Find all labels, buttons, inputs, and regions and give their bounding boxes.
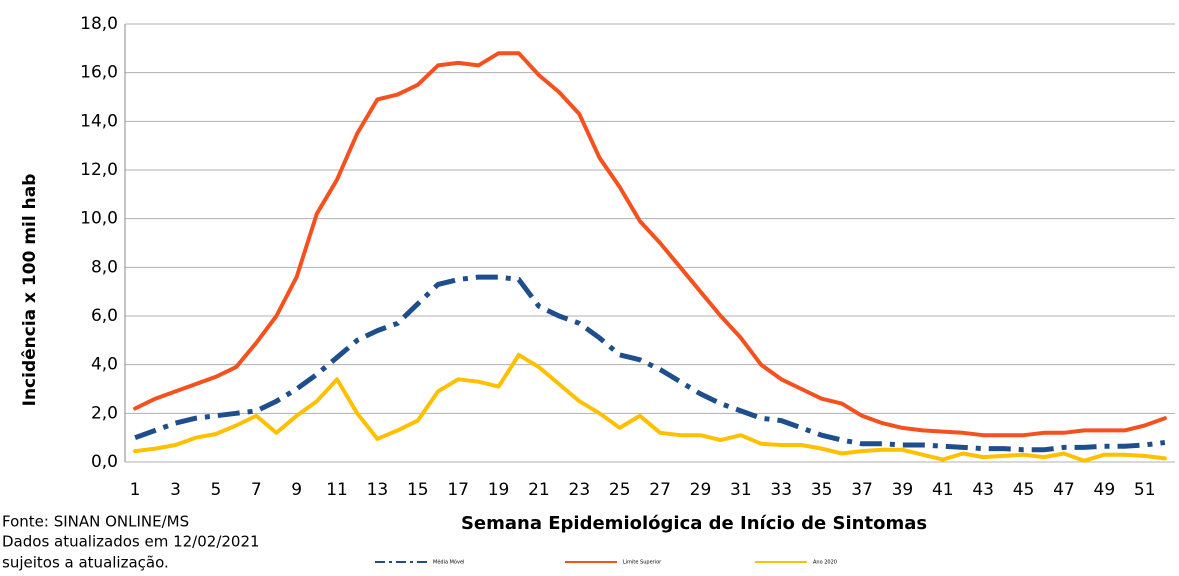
y-tick-label: 6,0: [91, 306, 118, 326]
x-tick-label: 23: [569, 480, 591, 500]
line-series: [133, 352, 1167, 463]
x-tick-label: 27: [649, 480, 671, 500]
x-tick-label: 39: [892, 480, 914, 500]
y-tick-label: 10,0: [80, 209, 118, 229]
source-note: Fonte: SINAN ONLINE/MS: [2, 513, 189, 531]
x-tick-label: 15: [407, 480, 429, 500]
line-series: [133, 51, 1167, 438]
x-tick-label: 49: [1094, 480, 1116, 500]
x-tick-label: 17: [447, 480, 469, 500]
x-tick-label: 45: [1013, 480, 1035, 500]
y-axis-label: Incidência x 100 mil hab: [20, 174, 40, 407]
y-tick-label: 16,0: [80, 63, 118, 83]
x-tick-label: 11: [326, 480, 348, 500]
x-tick-label: 19: [488, 480, 510, 500]
legend-label: Ano 2020: [813, 560, 837, 566]
x-tick-label: 7: [251, 480, 262, 500]
y-tick-label: 2,0: [91, 403, 118, 423]
x-tick-label: 41: [932, 480, 954, 500]
source-note: Dados atualizados em 12/02/2021: [2, 533, 260, 551]
x-tick-label: 9: [291, 480, 302, 500]
line-series: [134, 274, 1166, 453]
x-tick-label: 37: [851, 480, 873, 500]
x-tick-label: 43: [972, 480, 994, 500]
x-tick-label: 33: [770, 480, 792, 500]
legend-label: Média Móvel: [433, 559, 464, 566]
x-tick-label: 31: [730, 480, 752, 500]
x-tick-label: 25: [609, 480, 631, 500]
y-tick-label: 14,0: [80, 111, 118, 131]
x-tick-label: 3: [170, 480, 181, 500]
x-tick-label: 29: [690, 480, 712, 500]
x-axis-label: Semana Epidemiológica de Início de Sinto…: [461, 513, 927, 534]
y-tick-label: 12,0: [80, 160, 118, 180]
y-tick-label: 4,0: [91, 355, 118, 375]
x-tick-label: 47: [1053, 480, 1075, 500]
x-tick-label: 21: [528, 480, 550, 500]
x-tick-label: 1: [130, 480, 141, 500]
y-tick-label: 0,0: [91, 452, 118, 472]
x-tick-label: 35: [811, 480, 833, 500]
y-tick-label: 18,0: [80, 14, 118, 34]
legend-label: Limite Superior: [623, 560, 662, 566]
source-note: sujeitos a atualização.: [2, 554, 169, 572]
y-tick-label: 8,0: [91, 257, 118, 277]
x-tick-label: 13: [367, 480, 389, 500]
x-tick-label: 51: [1134, 480, 1156, 500]
x-tick-label: 5: [210, 480, 221, 500]
